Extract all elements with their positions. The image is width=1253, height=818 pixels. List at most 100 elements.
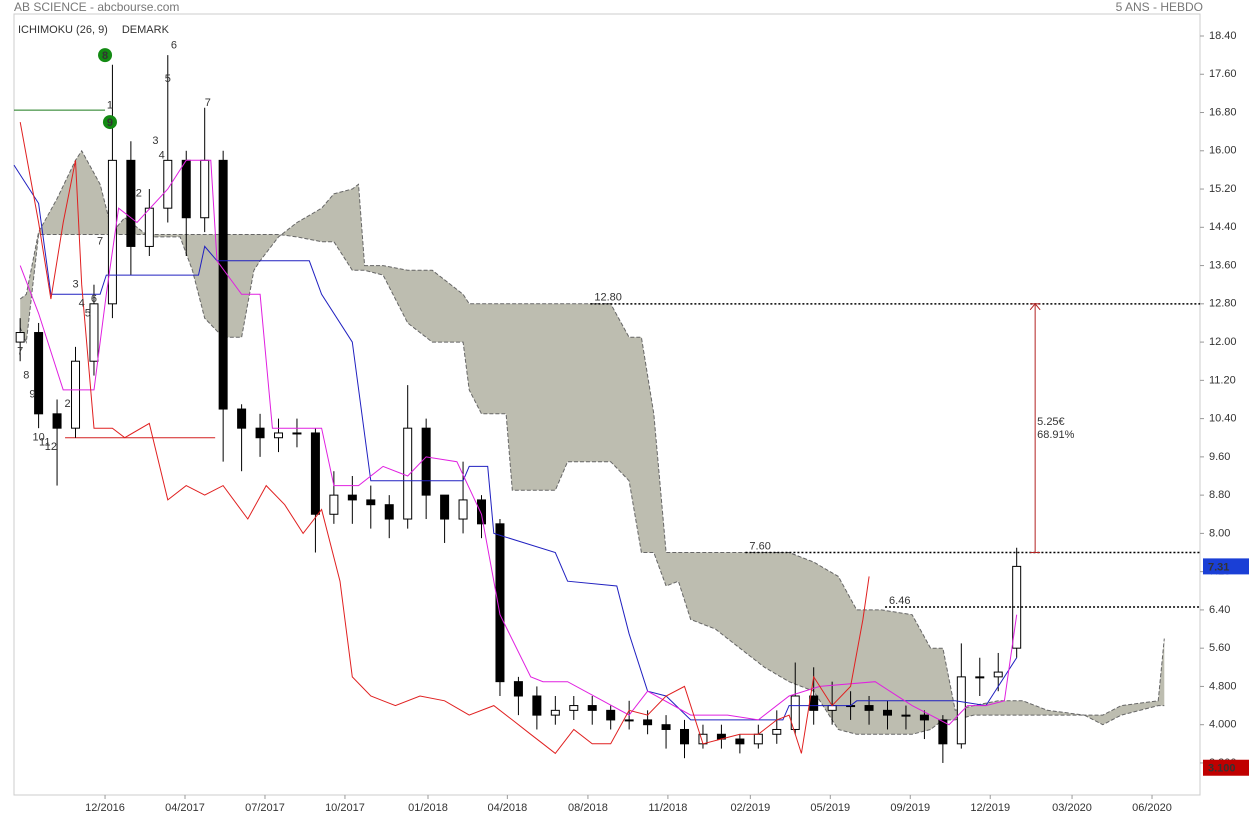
candle-body	[403, 427, 413, 520]
candle-body	[790, 695, 800, 730]
candle-body	[495, 523, 505, 683]
y-tick-label: 6.40	[1209, 604, 1230, 616]
candle-body	[827, 705, 837, 711]
y-tick-label: 17.60	[1209, 68, 1237, 80]
candle-body	[864, 705, 874, 711]
y-tick-label: 8.80	[1209, 489, 1230, 501]
candle-body	[34, 332, 44, 415]
y-tick-label: 16.00	[1209, 145, 1237, 157]
x-tick-label: 07/2017	[245, 802, 285, 814]
x-tick-label: 09/2019	[890, 802, 930, 814]
candle-body	[52, 413, 62, 429]
demark-signal-label: 9	[107, 117, 113, 129]
y-tick-label: 14.40	[1209, 221, 1237, 233]
demark-signal	[98, 48, 113, 63]
candle-body	[735, 738, 745, 745]
price-tag	[1203, 558, 1249, 575]
candle-body	[993, 671, 1003, 678]
x-tick-label: 05/2019	[810, 802, 850, 814]
candle-body	[680, 728, 690, 745]
x-tick-label: 01/2018	[408, 802, 448, 814]
price-tag-label: 7.31	[1208, 561, 1229, 573]
demark-count: 2	[64, 398, 70, 410]
candle-body	[919, 714, 929, 721]
candle-body	[772, 728, 782, 735]
demark-count: 1	[107, 99, 113, 111]
x-tick-label: 11/2018	[648, 802, 687, 814]
legend-entry: ICHIMOKU (26, 9)	[18, 24, 108, 36]
price-tag-label: 3.100	[1208, 763, 1236, 775]
y-tick-label: 12.00	[1209, 336, 1237, 348]
candle-body	[144, 207, 154, 247]
candle-body	[89, 303, 99, 362]
candle-body	[347, 494, 357, 501]
y-tick-label: 9.60	[1209, 451, 1230, 463]
demark-count: 7	[17, 346, 23, 358]
measure-label: 68.91%	[1037, 429, 1075, 441]
y-tick-label: 4.000	[1209, 719, 1237, 731]
demark-count: 7	[97, 236, 103, 248]
y-tick-label: 8.00	[1209, 527, 1230, 539]
candle-body	[569, 705, 579, 711]
x-tick-label: 08/2018	[568, 802, 608, 814]
demark-count: 3	[72, 279, 78, 291]
cloud-span-a	[19, 149, 1165, 716]
demark-signal-label: 8	[102, 50, 108, 62]
ichimoku-line	[19, 159, 1018, 726]
y-tick-label: 11.20	[1209, 374, 1236, 386]
chart-subtitle: 5 ANS - HEBDO	[1116, 0, 1203, 14]
measure-arrowhead	[1029, 303, 1041, 311]
level-label: 12.80	[594, 292, 622, 304]
candle-body	[606, 709, 616, 721]
ichimoku-line	[13, 164, 1018, 721]
candle-body	[458, 499, 468, 520]
candle-body	[661, 724, 671, 730]
candle-body	[477, 499, 487, 525]
demark-count: 5	[165, 73, 171, 85]
y-tick-label: 10.40	[1209, 413, 1237, 425]
x-tick-label: 10/2017	[325, 802, 365, 814]
level-label: 7.60	[749, 540, 770, 552]
demark-count: 4	[159, 149, 165, 161]
candle-body	[440, 494, 450, 520]
plot-frame	[13, 13, 1201, 796]
candle-body	[587, 705, 597, 711]
demark-count: 11	[39, 436, 50, 448]
y-tick-label: 13.60	[1209, 259, 1237, 271]
demark-signal	[102, 115, 117, 130]
y-tick-label: 15.20	[1209, 183, 1237, 195]
y-tick-label: 12.80	[1209, 298, 1237, 310]
ichimoku-cloud	[20, 150, 1165, 735]
y-tick-label: 4.800	[1209, 680, 1237, 692]
price-tag	[1203, 759, 1249, 776]
x-tick-label: 04/2017	[165, 802, 205, 814]
level-label: 6.46	[889, 595, 910, 607]
candle-body	[956, 676, 966, 745]
candle-body	[126, 159, 136, 247]
candle-body	[624, 719, 634, 722]
demark-count: 8	[23, 369, 29, 381]
ichimoku-line	[19, 122, 870, 755]
candle-body	[975, 676, 985, 679]
candle-body	[107, 159, 117, 305]
demark-count: 12	[45, 441, 57, 453]
demark-count: 9	[29, 389, 35, 401]
cloud-span-b	[19, 234, 1165, 735]
candle-body	[15, 332, 25, 343]
candle-body	[421, 427, 431, 496]
candle-body	[329, 494, 339, 515]
candle-body	[255, 427, 265, 439]
y-tick-label: 16.80	[1209, 106, 1237, 118]
candle-body	[384, 504, 394, 520]
x-tick-label: 06/2020	[1132, 802, 1172, 814]
candle-body	[938, 719, 948, 745]
candle-body	[218, 159, 228, 410]
demark-count: 2	[136, 188, 142, 200]
candle-body	[532, 695, 542, 716]
x-tick-label: 03/2020	[1052, 802, 1092, 814]
candle-body	[1012, 565, 1022, 649]
x-tick-label: 12/2019	[970, 802, 1010, 814]
demark-count: 7	[205, 97, 211, 109]
candle-body	[163, 159, 173, 209]
